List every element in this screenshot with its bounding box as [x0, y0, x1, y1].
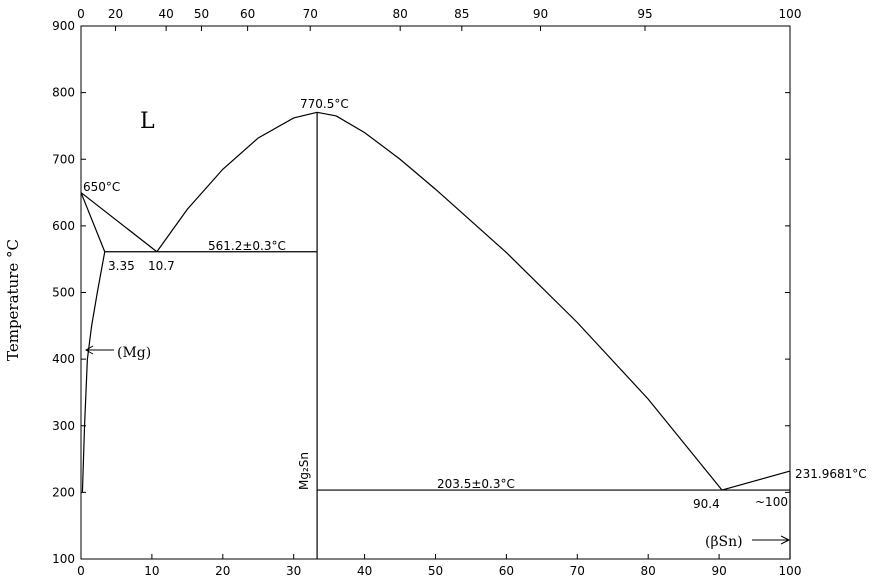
y-tick-label: 100 — [52, 552, 75, 566]
x2-tick-label: 70 — [303, 7, 318, 21]
annotation: L — [140, 109, 155, 134]
x2-tick-label: 85 — [454, 7, 469, 21]
annotation: 231.9681°C — [795, 467, 867, 481]
x2-tick-label: 90 — [533, 7, 548, 21]
y-tick-label: 200 — [52, 485, 75, 499]
arrow — [84, 345, 114, 355]
phase-boundary — [80, 192, 106, 252]
annotation: (βSn) — [705, 534, 743, 550]
y-tick-label: 500 — [52, 286, 75, 300]
x2-tick-label: 50 — [194, 7, 209, 21]
x2-tick-label: 95 — [637, 7, 652, 21]
x2-tick-label: 20 — [108, 7, 123, 21]
x-tick-label: 90 — [711, 564, 726, 578]
phase-boundary — [316, 111, 723, 491]
y-tick-label: 900 — [52, 19, 75, 33]
x2-tick-label: 80 — [393, 7, 408, 21]
arrow — [752, 535, 791, 545]
x-tick-label: 50 — [428, 564, 443, 578]
y-tick-label: 700 — [52, 152, 75, 166]
phase-boundary — [80, 192, 158, 253]
x-tick-label: 100 — [779, 564, 802, 578]
y-tick-label: 800 — [52, 86, 75, 100]
phase-boundary — [156, 111, 318, 253]
annotation: 3.35 — [108, 259, 135, 273]
annotation: 650°C — [83, 180, 120, 194]
phase-boundary — [721, 470, 791, 491]
x-tick-label: 70 — [570, 564, 585, 578]
x2-tick-label: 40 — [159, 7, 174, 21]
y-tick-label: 400 — [52, 352, 75, 366]
annotation: 90.4 — [693, 497, 720, 511]
x2-tick-label: 60 — [240, 7, 255, 21]
x-tick-label: 20 — [215, 564, 230, 578]
annotation: 10.7 — [148, 259, 175, 273]
phase-boundary — [81, 251, 106, 493]
annotation: ~100 — [755, 495, 788, 509]
y-tick-label: 300 — [52, 419, 75, 433]
x-tick-label: 80 — [641, 564, 656, 578]
y-axis-label: Temperature °C — [4, 239, 22, 361]
x-tick-label: 0 — [77, 564, 85, 578]
x2-tick-label: 100 — [779, 7, 802, 21]
x-tick-label: 30 — [286, 564, 301, 578]
annotation: (Mg) — [117, 345, 151, 361]
x-tick-label: 60 — [499, 564, 514, 578]
annotation: 203.5±0.3°C — [437, 477, 515, 491]
x-tick-label: 10 — [144, 564, 159, 578]
annotation: 561.2±0.3°C — [208, 239, 286, 253]
y-tick-label: 600 — [52, 219, 75, 233]
x-tick-label: 40 — [357, 564, 372, 578]
x2-tick-label: 0 — [77, 7, 85, 21]
annotation: Mg₂Sn — [297, 452, 311, 490]
annotation: 770.5°C — [300, 97, 349, 111]
plot-frame — [80, 25, 791, 560]
